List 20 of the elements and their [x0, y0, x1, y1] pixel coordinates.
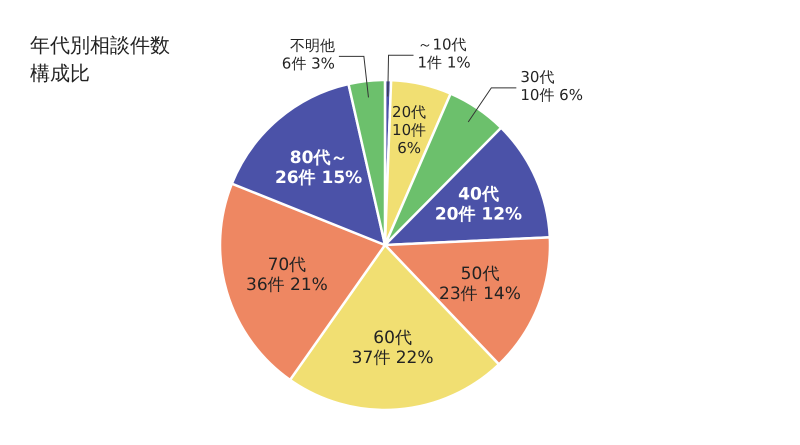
- data-label: 26件 15%: [274, 168, 362, 188]
- data-label: 10件 6%: [520, 86, 583, 104]
- chart-title: 年代別相談件数: [30, 33, 170, 57]
- slice-label: 20代: [392, 102, 426, 121]
- data-label: 36件 21%: [246, 275, 328, 296]
- slice-label: 30代: [520, 68, 554, 86]
- text: 構成比: [30, 61, 90, 85]
- slice-label: 80代～: [290, 148, 348, 168]
- data-label: 10件 6%: [392, 120, 426, 157]
- data-label: 23件 14%: [439, 284, 521, 304]
- slice-label: ～10代: [418, 35, 467, 54]
- data-label: 6件 3%: [282, 54, 335, 72]
- data-label: 20件 12%: [434, 204, 522, 224]
- data-label: 37件 22%: [352, 348, 434, 368]
- slice-label: 40代: [458, 184, 499, 204]
- slice-label: 60代: [373, 328, 412, 348]
- slice-label: 50代: [460, 264, 500, 284]
- slice-label: 70代: [268, 255, 306, 276]
- slice-label: 不明他: [290, 36, 335, 54]
- data-label: 1件 1%: [418, 53, 471, 72]
